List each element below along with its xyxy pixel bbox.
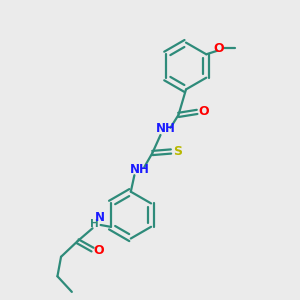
Text: H: H: [90, 219, 98, 229]
Text: O: O: [198, 105, 209, 119]
Text: NH: NH: [156, 122, 176, 136]
Text: S: S: [173, 145, 182, 158]
Text: O: O: [94, 244, 104, 257]
Text: NH: NH: [130, 163, 150, 176]
Text: N: N: [94, 211, 104, 224]
Text: O: O: [214, 42, 224, 55]
